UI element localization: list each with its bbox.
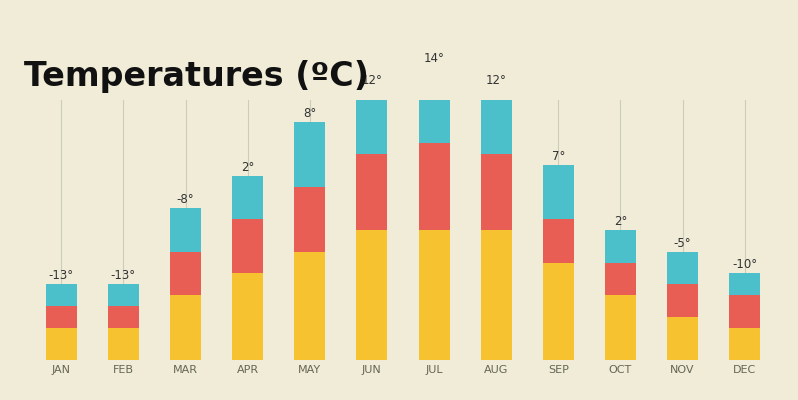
Bar [667,252,698,284]
Bar [108,284,139,306]
Bar [232,176,263,219]
Bar [108,306,139,328]
Bar [605,295,636,360]
Bar [170,252,201,295]
Bar [108,328,139,360]
Bar [294,252,326,360]
Bar [480,230,512,360]
Bar [170,295,201,360]
Text: 14°: 14° [424,52,444,65]
Text: -5°: -5° [674,236,691,250]
Bar [232,219,263,273]
Text: 12°: 12° [361,74,382,87]
Bar [418,230,449,360]
Bar [232,273,263,360]
Bar [729,295,760,328]
Bar [45,284,77,306]
Bar [729,273,760,295]
Text: -13°: -13° [49,269,73,282]
Bar [605,230,636,262]
Text: 7°: 7° [551,150,565,163]
Bar [543,165,574,219]
Text: 2°: 2° [241,161,255,174]
Text: 2°: 2° [614,215,627,228]
Bar [357,89,388,154]
Text: -13°: -13° [111,269,136,282]
Bar [729,328,760,360]
Text: -8°: -8° [176,193,195,206]
Bar [667,317,698,360]
Bar [543,262,574,360]
Bar [294,187,326,252]
Text: 8°: 8° [303,106,316,120]
Bar [543,219,574,262]
Bar [480,154,512,230]
Bar [45,328,77,360]
Text: 12°: 12° [486,74,507,87]
Bar [170,208,201,252]
Bar [667,284,698,317]
Bar [294,122,326,187]
Text: -10°: -10° [733,258,757,271]
Text: Temperatures (ºC): Temperatures (ºC) [24,60,369,93]
Bar [418,68,449,143]
Bar [480,89,512,154]
Bar [357,154,388,230]
Bar [357,230,388,360]
Bar [605,262,636,295]
Bar [418,143,449,230]
Bar [45,306,77,328]
